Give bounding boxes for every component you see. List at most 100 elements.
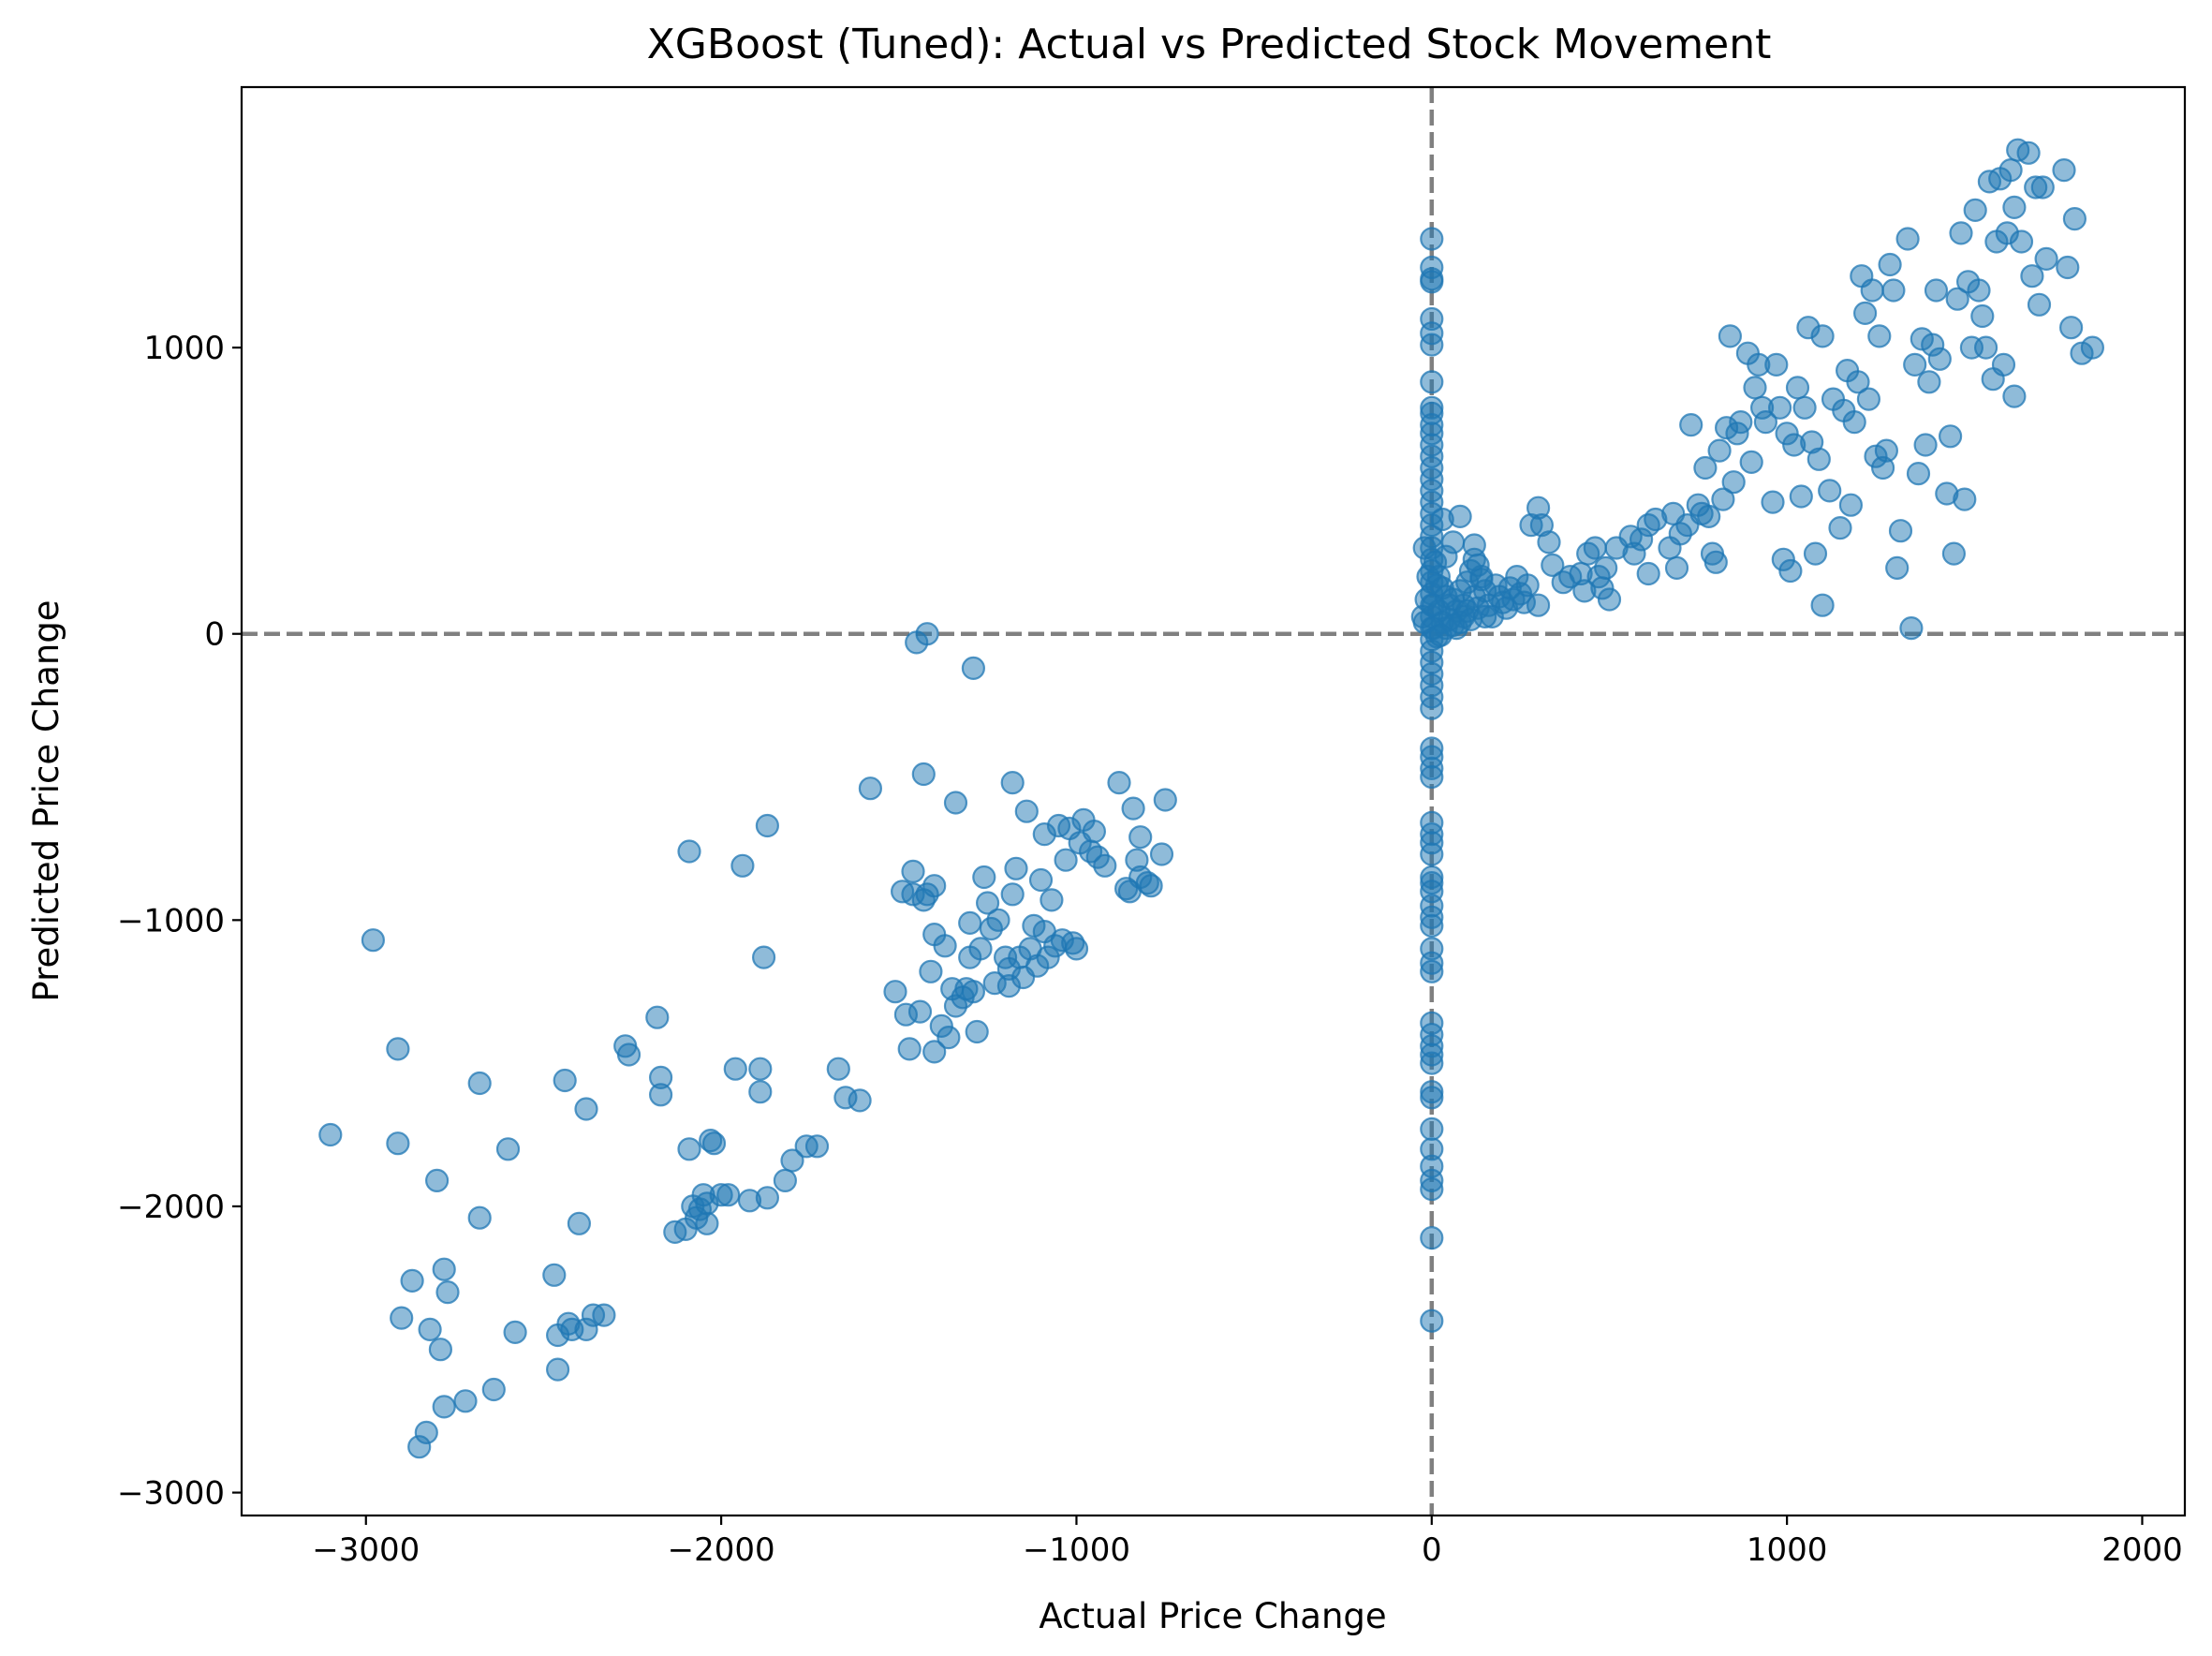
scatter-point bbox=[1917, 370, 1941, 394]
plot-frame bbox=[240, 85, 2187, 1517]
scatter-point bbox=[1424, 573, 1450, 598]
scatter-point bbox=[1927, 347, 1952, 371]
scatter-point bbox=[1040, 888, 1064, 912]
scatter-point bbox=[1594, 555, 1618, 581]
scatter-point bbox=[1420, 1176, 1444, 1202]
scatter-point bbox=[1420, 1116, 1444, 1142]
scatter-point bbox=[751, 945, 776, 969]
x-tick-label: 1000 bbox=[1747, 1531, 1828, 1569]
scatter-point bbox=[1953, 487, 1977, 511]
scatter-point bbox=[390, 1306, 414, 1330]
scatter-point bbox=[1420, 913, 1444, 939]
scatter-point bbox=[1420, 1086, 1444, 1110]
scatter-point bbox=[1785, 376, 1810, 400]
scatter-point bbox=[1945, 287, 1969, 311]
scatter-point bbox=[1420, 227, 1444, 251]
scatter-point bbox=[1761, 490, 1785, 514]
scatter-point bbox=[467, 1071, 492, 1096]
scatter-point bbox=[1448, 504, 1472, 529]
scatter-point bbox=[1852, 301, 1878, 325]
scatter-point bbox=[804, 1134, 830, 1159]
scatter-point bbox=[1753, 410, 1778, 435]
scatter-point bbox=[2020, 264, 2044, 288]
scatter-point bbox=[503, 1320, 527, 1345]
scatter-point bbox=[1810, 324, 1835, 348]
scatter-point bbox=[961, 980, 986, 1004]
scatter-point bbox=[2080, 335, 2104, 360]
scatter-point bbox=[1806, 447, 1831, 471]
scatter-point bbox=[386, 1037, 410, 1061]
x-tick-label: −2000 bbox=[668, 1531, 775, 1569]
scatter-point bbox=[1541, 553, 1565, 578]
scatter-point bbox=[1422, 593, 1446, 617]
scatter-point bbox=[1515, 573, 1540, 598]
scatter-point bbox=[701, 1131, 727, 1156]
scatter-point bbox=[1526, 593, 1551, 617]
scatter-point bbox=[386, 1131, 410, 1156]
scatter-point bbox=[972, 865, 996, 890]
scatter-point bbox=[1711, 487, 1735, 511]
scatter-point bbox=[1473, 604, 1497, 629]
scatter-point bbox=[1420, 696, 1444, 720]
y-axis-label: Predicted Price Change bbox=[26, 599, 66, 1001]
scatter-point bbox=[1767, 395, 1792, 420]
scatter-point bbox=[1967, 278, 1991, 303]
scatter-point bbox=[400, 1268, 424, 1294]
scatter-point bbox=[1739, 450, 1763, 474]
scatter-point bbox=[1149, 842, 1174, 866]
scatter-point bbox=[1842, 410, 1866, 435]
scatter-point bbox=[2009, 229, 2034, 254]
scatter-point bbox=[1949, 221, 1973, 245]
scatter-point bbox=[1789, 484, 1813, 509]
scatter-point bbox=[922, 1040, 947, 1064]
y-tick-label: −2000 bbox=[117, 1189, 225, 1226]
scatter-point bbox=[545, 1357, 570, 1382]
scatter-point bbox=[1881, 278, 1906, 303]
scatter-point bbox=[755, 813, 780, 838]
scatter-point bbox=[574, 1097, 598, 1121]
scatter-point bbox=[428, 1338, 452, 1362]
scatter-point bbox=[911, 761, 936, 787]
y-tick-label: 0 bbox=[204, 616, 225, 654]
scatter-point bbox=[616, 1042, 641, 1067]
scatter-point bbox=[1428, 623, 1453, 647]
scatter-point bbox=[933, 934, 957, 958]
scatter-point bbox=[453, 1389, 478, 1413]
scatter-point bbox=[780, 1148, 804, 1173]
x-axis-label: Actual Price Change bbox=[1039, 1596, 1386, 1636]
scatter-point bbox=[922, 874, 947, 898]
scatter-point bbox=[1420, 764, 1444, 790]
scatter-point bbox=[1434, 544, 1458, 569]
scatter-point bbox=[1899, 615, 1924, 641]
scatter-point bbox=[467, 1205, 492, 1230]
scatter-point bbox=[1139, 874, 1163, 898]
scatter-point bbox=[1697, 504, 1721, 529]
x-axis: −3000 −2000 −1000 0 1000 2000 bbox=[312, 1516, 2183, 1569]
y-tick-label: 1000 bbox=[143, 330, 225, 367]
scatter-point bbox=[1420, 959, 1444, 983]
scatter-point bbox=[915, 622, 939, 646]
scatter-point bbox=[723, 1057, 747, 1081]
scatter-point bbox=[1721, 470, 1746, 495]
scatter-point bbox=[943, 791, 968, 815]
scatter-point bbox=[958, 910, 982, 936]
scatter-point bbox=[2027, 292, 2052, 317]
scatter-point bbox=[542, 1263, 567, 1287]
scatter-point bbox=[2059, 316, 2084, 340]
scatter-point bbox=[418, 1317, 442, 1342]
scatter-point bbox=[1803, 541, 1828, 566]
scatter-point bbox=[1885, 555, 1910, 581]
scatter-point bbox=[848, 1088, 872, 1113]
scatter-point bbox=[1420, 842, 1444, 866]
scatter-point bbox=[2062, 207, 2087, 231]
scatter-point bbox=[553, 1068, 577, 1093]
x-tick-label: 2000 bbox=[2101, 1531, 2183, 1569]
scatter-point bbox=[936, 1025, 961, 1050]
scatter-point bbox=[2016, 140, 2041, 165]
scatter-point bbox=[435, 1279, 460, 1305]
scatter-point bbox=[2052, 158, 2076, 183]
scatter-point bbox=[1420, 1225, 1444, 1250]
scatter-point bbox=[748, 1057, 773, 1081]
scatter-point bbox=[2034, 246, 2058, 271]
